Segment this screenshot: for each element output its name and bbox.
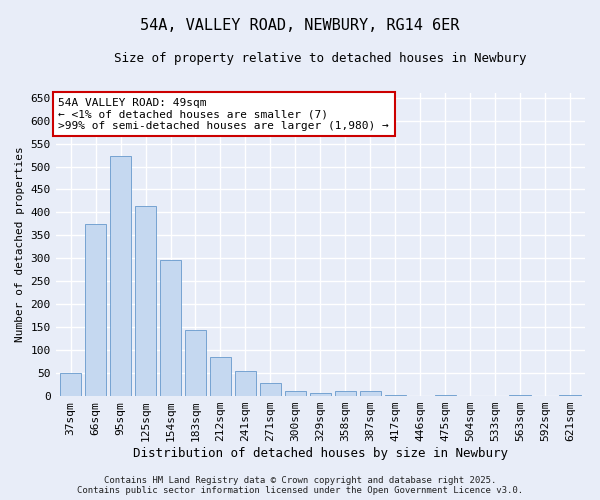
Bar <box>110 156 131 396</box>
Bar <box>260 383 281 396</box>
Bar <box>559 395 581 396</box>
Bar <box>335 392 356 396</box>
Bar <box>185 330 206 396</box>
Text: Contains HM Land Registry data © Crown copyright and database right 2025.
Contai: Contains HM Land Registry data © Crown c… <box>77 476 523 495</box>
Bar <box>359 390 381 396</box>
Y-axis label: Number of detached properties: Number of detached properties <box>15 146 25 342</box>
Bar <box>210 357 231 396</box>
Bar <box>160 260 181 396</box>
Bar <box>385 394 406 396</box>
X-axis label: Distribution of detached houses by size in Newbury: Distribution of detached houses by size … <box>133 447 508 460</box>
Text: 54A, VALLEY ROAD, NEWBURY, RG14 6ER: 54A, VALLEY ROAD, NEWBURY, RG14 6ER <box>140 18 460 32</box>
Bar <box>310 393 331 396</box>
Bar <box>60 373 81 396</box>
Bar <box>285 392 306 396</box>
Title: Size of property relative to detached houses in Newbury: Size of property relative to detached ho… <box>114 52 527 66</box>
Bar <box>85 224 106 396</box>
Bar <box>434 394 456 396</box>
Bar <box>509 395 530 396</box>
Text: 54A VALLEY ROAD: 49sqm
← <1% of detached houses are smaller (7)
>99% of semi-det: 54A VALLEY ROAD: 49sqm ← <1% of detached… <box>58 98 389 131</box>
Bar <box>235 371 256 396</box>
Bar <box>135 206 156 396</box>
